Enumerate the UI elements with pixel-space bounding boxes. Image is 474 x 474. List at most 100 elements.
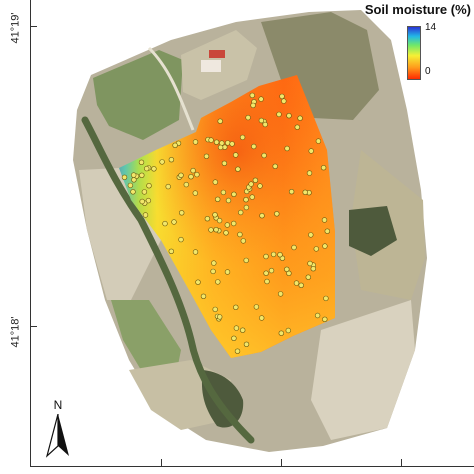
sample-point [231, 220, 237, 227]
north-arrow-icon [45, 414, 69, 458]
sample-point [259, 213, 265, 219]
river-corridor [81, 116, 255, 444]
north-arrow: N [45, 398, 71, 458]
legend-min-label: 0 [425, 66, 431, 77]
sample-point [314, 312, 321, 319]
sample-point [139, 172, 145, 179]
sample-point [288, 189, 295, 195]
sample-point [183, 181, 190, 188]
sample-point [143, 165, 150, 172]
field-south-east [311, 300, 415, 440]
sample-point [240, 327, 246, 333]
sample-point [284, 145, 290, 152]
sample-point [217, 314, 223, 320]
sample-point [195, 279, 201, 285]
sample-point [270, 251, 277, 258]
sample-point [130, 172, 137, 178]
sample-point [127, 182, 134, 189]
sample-point [215, 196, 221, 203]
sample-point [277, 252, 283, 258]
sample-point [285, 327, 291, 334]
farm-building [201, 60, 221, 72]
sample-point [250, 102, 256, 109]
sample-point [263, 253, 269, 260]
field-north-west [93, 50, 183, 140]
sample-point [261, 152, 267, 159]
sample-point [139, 198, 145, 205]
latitude-text-bottom: 41°18' [9, 316, 22, 348]
sample-point [310, 266, 316, 272]
sample-point [302, 189, 308, 196]
sample-point [239, 134, 246, 141]
sample-point [224, 269, 231, 275]
sample-point [238, 209, 244, 216]
legend-max-label: 14 [425, 22, 437, 33]
sample-point [274, 211, 280, 217]
sample-point [245, 114, 251, 121]
sample-point [211, 260, 217, 266]
sample-point [130, 189, 136, 195]
sample-point [141, 189, 148, 195]
frame-tick [31, 326, 37, 327]
sample-points-layer [121, 92, 330, 354]
frame-tick [161, 459, 162, 466]
sample-point [145, 197, 152, 204]
sample-point [298, 282, 304, 288]
field-west [79, 168, 161, 300]
sample-point [212, 212, 218, 218]
legend-color-ramp [407, 26, 421, 80]
sample-point [159, 159, 165, 165]
sample-point [178, 236, 184, 243]
sample-point [220, 189, 227, 196]
sample-point [192, 249, 199, 255]
sample-point [178, 172, 184, 179]
sample-point [249, 92, 256, 99]
sample-point [212, 179, 219, 185]
sample-point [276, 111, 282, 118]
sample-point [320, 165, 327, 171]
sample-point [243, 257, 249, 264]
sample-point [203, 153, 210, 160]
legend-title: Soil moisture (%) [364, 2, 471, 17]
sample-point [243, 341, 250, 347]
sample-point [168, 248, 175, 255]
sample-point [165, 183, 171, 190]
latitude-label-top: 41°19' [5, 0, 25, 68]
sample-point [268, 267, 275, 274]
sample-point [162, 220, 168, 227]
sample-point [264, 278, 270, 285]
sample-point [188, 174, 194, 180]
latitude-text-top: 41°19' [9, 12, 22, 44]
sample-point [308, 148, 314, 154]
sample-point [252, 177, 259, 184]
forest-patch-south [201, 370, 244, 428]
sample-point [233, 325, 240, 331]
sample-point [121, 174, 128, 181]
sample-point [253, 304, 260, 310]
sample-point [168, 157, 175, 163]
sample-point [194, 171, 200, 178]
sample-point [279, 93, 285, 100]
sample-point [229, 141, 235, 147]
forest-north [261, 12, 379, 120]
sample-point [225, 197, 232, 204]
sample-point [221, 160, 228, 167]
sample-point [192, 190, 199, 196]
sample-point [179, 210, 185, 216]
forest-east [349, 206, 397, 256]
sample-point [243, 204, 250, 211]
sample-point [259, 315, 265, 321]
sample-point [146, 183, 152, 189]
sample-point [321, 217, 328, 223]
sample-point [278, 330, 285, 336]
sample-point [306, 170, 313, 176]
sample-point [217, 118, 223, 124]
sample-point [281, 98, 287, 104]
sample-point [297, 115, 303, 121]
sample-point [308, 232, 314, 238]
sample-point [286, 112, 292, 119]
sample-point [233, 152, 239, 158]
sample-point [262, 121, 268, 128]
sample-point [263, 270, 269, 276]
sample-point [213, 139, 220, 145]
